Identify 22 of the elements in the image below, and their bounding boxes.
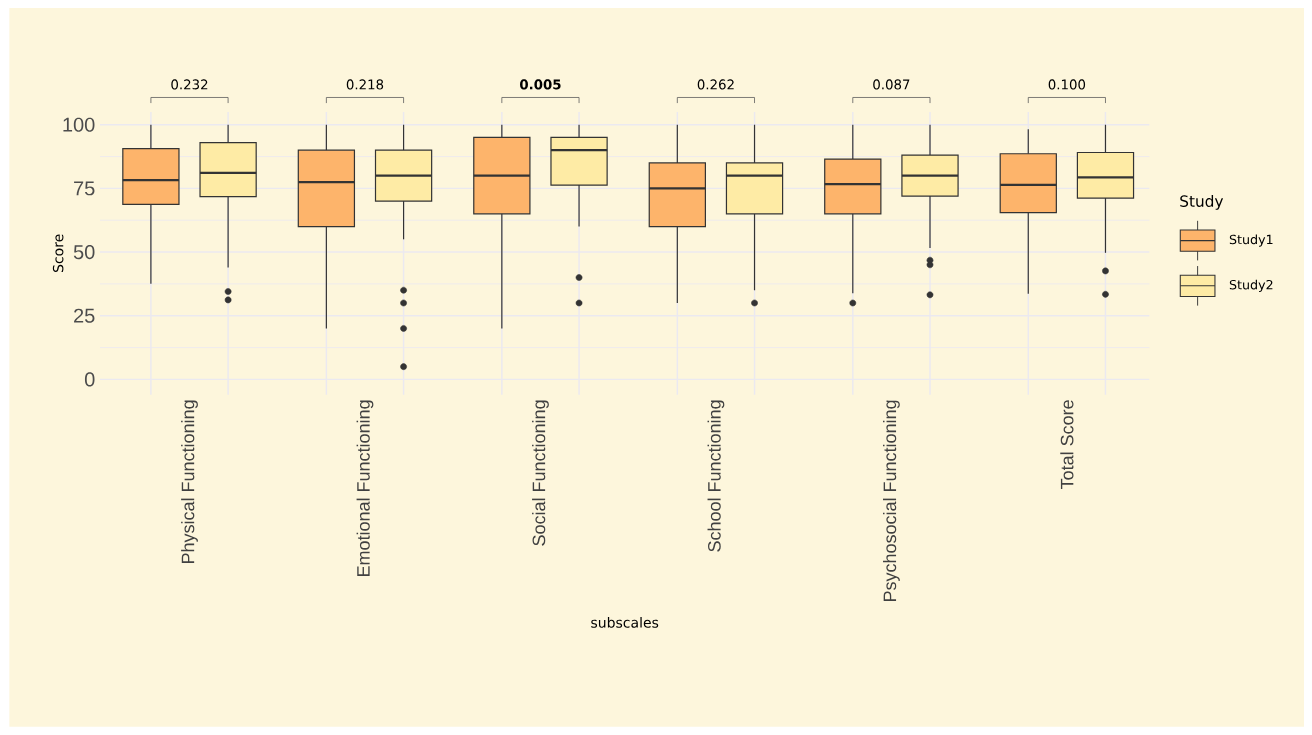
x-tick-label: Emotional Functioning (356, 400, 374, 577)
y-tick-label: 25 (74, 308, 95, 323)
y-tick-label: 0 (84, 372, 95, 387)
y-tick-label: 100 (63, 117, 95, 132)
legend-label: Study1 (1229, 234, 1273, 247)
text: 0.232 (171, 79, 208, 90)
text: 0.087 (873, 79, 910, 90)
x-tick-label: School Functioning (707, 400, 725, 552)
text: 0.218 (346, 79, 384, 90)
x-tick-label: Psychosocial Functioning (883, 400, 900, 602)
legend-title: Study (1180, 195, 1224, 211)
x-tick-label: Total Score (1060, 400, 1074, 490)
text: 0.005 (520, 79, 561, 90)
y-tick-label: 75 (74, 181, 95, 196)
y-tick-label: 50 (73, 245, 95, 260)
x-tick-label: Social Functioning (532, 400, 549, 546)
text: 0.100 (1048, 79, 1086, 90)
text: 0.262 (697, 79, 734, 90)
y-axis-title: Score (52, 234, 64, 273)
legend-label: Study2 (1229, 279, 1273, 293)
x-axis-title: subscales (591, 617, 659, 628)
x-tick-label: Physical Functioning (181, 400, 198, 564)
